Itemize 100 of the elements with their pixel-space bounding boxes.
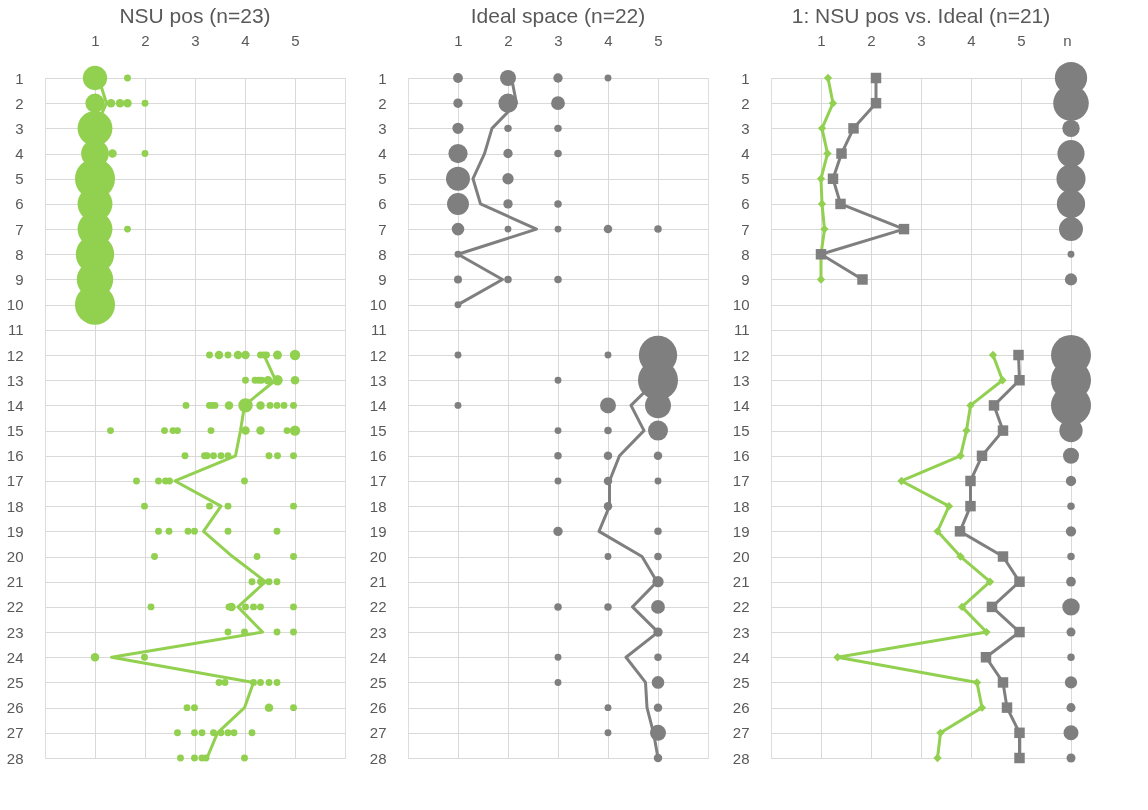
point [966,401,975,410]
x-tick-label: 3 [917,31,926,49]
y-tick-label: 27 [369,724,387,742]
y-tick-label: 13 [6,371,24,389]
y-tick-label: 16 [732,447,750,465]
point [956,451,965,460]
y-tick-label: 20 [6,548,24,566]
y-tick-label: 21 [369,573,387,591]
point [1001,702,1013,713]
y-tick-label: 20 [369,548,387,566]
point [857,274,868,285]
y-tick-label: 1 [741,69,750,87]
point [835,198,846,210]
y-tick-label: 9 [741,270,750,288]
point [1014,576,1025,587]
chart-title: 1: NSU pos vs. Ideal (n=21) [791,4,1051,27]
x-tick-label: n [1063,31,1072,49]
y-tick-label: 16 [6,447,24,465]
y-tick-label: 8 [378,245,387,263]
y-tick-label: 26 [732,699,750,717]
point [897,476,906,486]
y-tick-label: 9 [378,270,387,288]
y-tick-label: 22 [369,598,387,616]
point [957,602,967,612]
y-tick-label: 17 [732,472,750,490]
point [933,753,942,763]
y-tick-label: 27 [732,724,750,742]
y-tick-label: 4 [741,145,750,163]
chart-title: Ideal space (n=22) [470,4,646,27]
y-tick-label: 5 [741,170,750,188]
y-tick-label: 23 [6,623,24,641]
y-tick-label: 24 [732,648,750,666]
chart-title: NSU pos (n=23) [119,4,271,27]
point [816,174,826,183]
x-tick-label: 4 [241,31,250,49]
y-tick-label: 22 [6,598,24,616]
y-tick-label: 8 [741,245,750,263]
y-tick-label: 16 [369,447,387,465]
point [816,275,826,284]
point [962,426,971,435]
y-tick-label: 12 [6,346,24,364]
point [982,627,991,637]
y-tick-label: 6 [378,195,387,213]
point [997,677,1009,688]
y-tick-label: 26 [369,699,387,717]
x-tick-label: 5 [291,31,300,49]
point [828,99,838,108]
y-tick-label: 2 [15,94,24,112]
y-tick-label: 27 [6,724,24,742]
y-tick-label: 17 [369,472,387,490]
y-tick-label: 23 [369,623,387,641]
y-tick-label: 7 [378,220,387,238]
y-tick-label: 14 [6,396,24,414]
point [977,703,987,712]
point [1014,752,1025,764]
y-tick-label: 3 [741,119,750,137]
y-tick-label: 3 [15,119,24,137]
point [976,450,988,462]
x-tick-label: 2 [867,31,876,49]
y-tick-label: 23 [732,623,750,641]
point [944,501,954,511]
y-tick-label: 12 [369,346,387,364]
y-tick-label: 2 [741,94,750,112]
point [936,728,945,737]
point [965,475,976,487]
y-tick-label: 28 [732,749,750,767]
y-tick-label: 12 [732,346,750,364]
y-tick-label: 18 [732,497,750,515]
y-tick-label: 17 [6,472,24,490]
y-tick-label: 18 [6,497,24,515]
point [1014,374,1025,386]
y-tick-label: 4 [15,145,24,163]
y-tick-label: 2 [378,94,387,112]
y-tick-label: 6 [15,195,24,213]
point [988,400,1000,411]
point [986,601,998,613]
y-tick-label: 25 [6,673,24,691]
y-tick-label: 1 [378,69,387,87]
point [898,223,910,235]
point [1014,727,1025,739]
x-tick-label: 4 [967,31,976,49]
y-tick-label: 1 [15,69,24,87]
y-tick-label: 13 [732,371,750,389]
point [870,72,882,84]
x-tick-label: 1 [91,31,100,49]
point [823,73,833,83]
point [956,552,965,561]
point [836,148,847,159]
x-tick-label: 2 [504,31,513,49]
y-tick-label: 11 [733,321,750,339]
y-tick-label: 3 [378,119,387,137]
y-tick-label: 26 [6,699,24,717]
point [1013,349,1024,361]
y-tick-label: 21 [732,573,750,591]
y-tick-label: 19 [6,522,24,540]
y-tick-label: 4 [378,145,387,163]
point [997,551,1009,562]
point [972,678,982,687]
point [988,350,998,360]
y-tick-label: 24 [369,648,387,666]
